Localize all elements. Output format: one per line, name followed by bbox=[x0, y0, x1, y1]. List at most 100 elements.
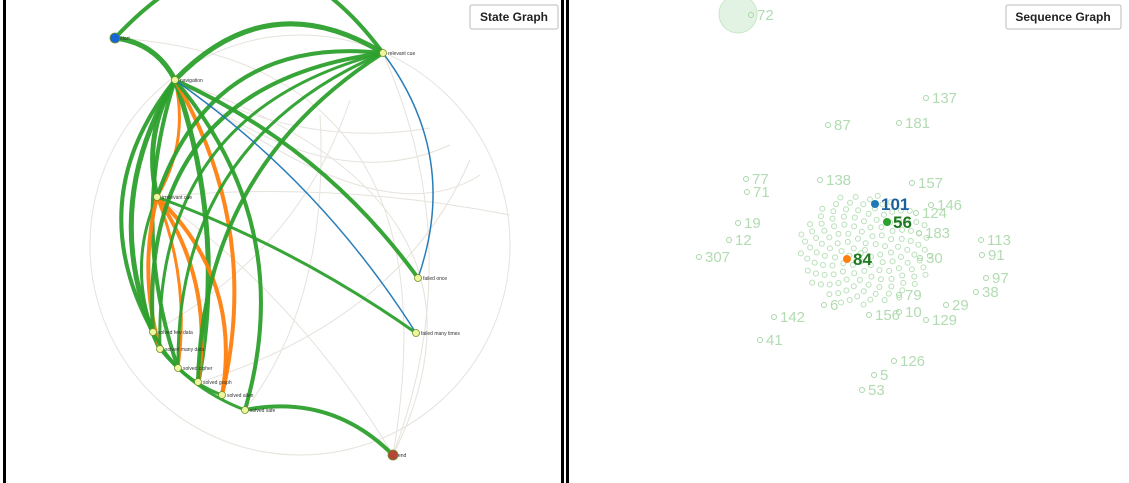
node-label: irrelevant cue bbox=[162, 195, 192, 201]
cluster-dot bbox=[850, 283, 857, 290]
cluster-dot bbox=[899, 272, 906, 279]
cluster-dot bbox=[809, 279, 816, 286]
cluster-dot bbox=[867, 224, 874, 231]
point-label: 19 bbox=[744, 215, 761, 232]
cluster-dot bbox=[921, 222, 928, 229]
cluster-dot bbox=[879, 259, 886, 266]
cluster-dot bbox=[889, 258, 896, 265]
arc bbox=[89, 34, 511, 456]
point-label: 126 bbox=[900, 353, 925, 370]
cluster-dot bbox=[886, 267, 893, 274]
cluster-dot bbox=[873, 216, 880, 223]
point bbox=[896, 309, 902, 315]
cluster-dot bbox=[877, 251, 884, 258]
cluster-dot bbox=[881, 297, 888, 304]
state-node bbox=[109, 32, 121, 44]
cluster-dot bbox=[887, 249, 894, 256]
edge bbox=[174, 78, 420, 280]
cluster-dot bbox=[911, 273, 918, 280]
point bbox=[896, 120, 902, 126]
cluster-dot bbox=[906, 207, 913, 214]
cluster-dot bbox=[837, 194, 844, 201]
point bbox=[859, 387, 865, 393]
cluster-dot bbox=[818, 213, 825, 220]
sequence-graph-button[interactable] bbox=[1005, 4, 1122, 30]
cluster-dot bbox=[913, 218, 920, 225]
cluster-dot bbox=[818, 240, 825, 247]
cluster-dot bbox=[904, 246, 911, 253]
cluster-dot bbox=[838, 248, 845, 255]
point-label: 6 bbox=[830, 297, 838, 314]
point-label: 113 bbox=[987, 232, 1011, 249]
cluster-dot bbox=[885, 290, 892, 297]
point-label: 79 bbox=[905, 287, 922, 304]
cluster-dot bbox=[804, 267, 811, 274]
point bbox=[696, 254, 702, 260]
cluster-dot bbox=[851, 214, 858, 221]
cluster-dot bbox=[897, 254, 904, 261]
point-label: 183 bbox=[925, 225, 950, 242]
cluster-dot bbox=[857, 250, 864, 257]
cluster-dot bbox=[860, 218, 867, 225]
cluster-dot bbox=[896, 294, 903, 301]
cluster-dot bbox=[869, 233, 876, 240]
cluster-dot bbox=[880, 211, 887, 218]
point bbox=[916, 230, 922, 236]
cluster-dot bbox=[846, 297, 853, 304]
cluster-dot bbox=[826, 281, 833, 288]
cluster-dot bbox=[830, 271, 837, 278]
state-graph-button[interactable] bbox=[469, 4, 559, 30]
cluster-dot bbox=[916, 257, 923, 264]
point bbox=[923, 95, 929, 101]
edge bbox=[140, 196, 159, 333]
arc bbox=[199, 159, 471, 383]
cluster-dot bbox=[922, 271, 929, 278]
cluster-dot bbox=[888, 236, 895, 243]
edge bbox=[173, 21, 385, 82]
highlighted-label: 56 bbox=[893, 213, 912, 232]
cluster-dot bbox=[895, 265, 902, 272]
point-label: 38 bbox=[982, 284, 999, 301]
cluster-dot bbox=[878, 224, 885, 231]
cluster-dot bbox=[804, 255, 811, 262]
edge bbox=[173, 78, 263, 411]
point-label: 12 bbox=[735, 232, 752, 249]
cluster-dot bbox=[874, 192, 881, 199]
edge bbox=[155, 195, 228, 396]
cluster-dot bbox=[858, 228, 865, 235]
cluster-dot bbox=[829, 262, 836, 269]
point bbox=[943, 302, 949, 308]
cluster-dot bbox=[854, 235, 861, 242]
cluster-dot bbox=[897, 207, 904, 214]
cluster-dot bbox=[821, 252, 828, 259]
cluster-dot bbox=[797, 250, 804, 257]
cluster-dot bbox=[843, 287, 850, 294]
cluster-dot bbox=[826, 291, 833, 298]
cluster-dot bbox=[839, 268, 846, 275]
cluster-dot bbox=[915, 241, 922, 248]
cluster-dot bbox=[921, 246, 928, 253]
point bbox=[821, 302, 827, 308]
point bbox=[771, 314, 777, 320]
point-label: 129 bbox=[932, 312, 957, 329]
node-label: failed many times bbox=[421, 331, 460, 337]
edge bbox=[156, 195, 417, 335]
point-label: 138 bbox=[826, 172, 851, 189]
cluster-dot bbox=[911, 251, 918, 258]
point-label: 72 bbox=[757, 7, 774, 24]
cluster-dot bbox=[907, 227, 914, 234]
cluster-dot bbox=[820, 262, 827, 269]
cluster-dot bbox=[872, 290, 879, 297]
point-label: 181 bbox=[905, 115, 930, 132]
cluster-dot bbox=[926, 253, 933, 260]
cluster-dot bbox=[904, 217, 911, 224]
big-node bbox=[718, 0, 758, 34]
state-node bbox=[194, 378, 202, 386]
point-label: 87 bbox=[834, 117, 851, 134]
point-label: 10 bbox=[905, 304, 922, 321]
edge bbox=[150, 51, 384, 333]
node-label: navigation bbox=[180, 78, 203, 84]
cluster-dot bbox=[866, 196, 873, 203]
cluster-dot bbox=[876, 267, 883, 274]
